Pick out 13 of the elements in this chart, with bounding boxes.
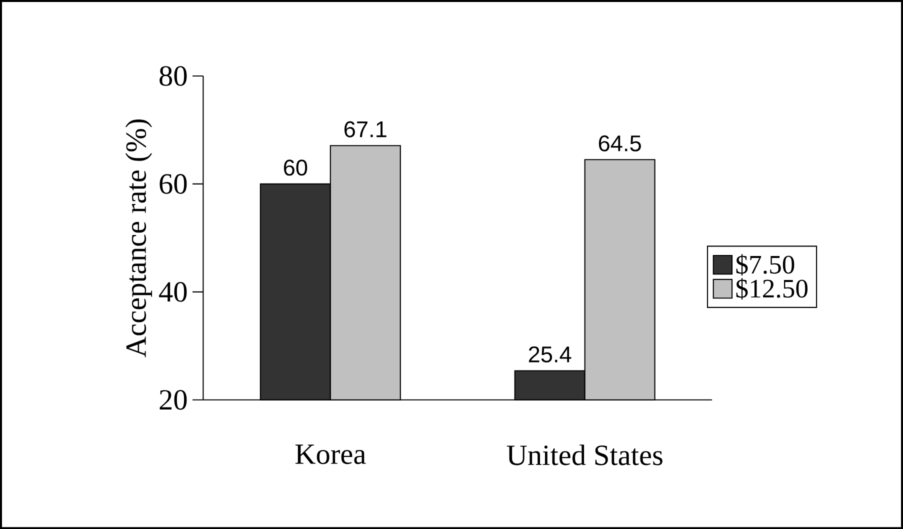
y-tick-label: 20: [160, 390, 187, 410]
x-tick-label: Korea: [295, 444, 366, 464]
data-label: 60: [284, 160, 308, 176]
data-label: 25.4: [528, 346, 572, 362]
legend-label: $7.50: [736, 254, 794, 276]
y-tick-label: 40: [159, 282, 187, 302]
x-tick-label: United States: [506, 444, 662, 466]
data-label: 64.5: [598, 135, 641, 152]
y-tick-label: 60: [160, 174, 187, 194]
y-axis-title: Acceptance rate (%): [125, 119, 152, 358]
data-label: 67.1: [344, 121, 386, 138]
y-tick-label: 80: [160, 66, 187, 86]
legend-label: $12.50: [736, 278, 808, 300]
